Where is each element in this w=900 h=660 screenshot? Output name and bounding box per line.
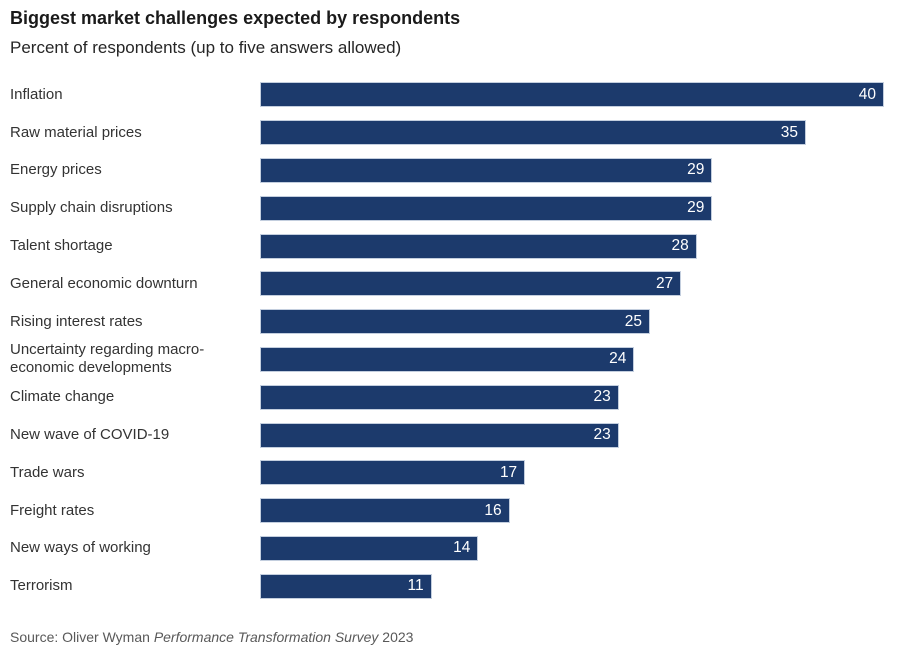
bar-chart: Inflation 40 Raw material prices 35 Energy p… (10, 76, 884, 605)
chart-row: Supply chain disruptions 29 (10, 189, 884, 227)
bar: 16 (260, 498, 510, 524)
bar-chart-rows: Inflation 40 Raw material prices 35 Energy p… (10, 76, 884, 605)
bar: 24 (260, 346, 635, 372)
bar: 25 (260, 309, 650, 335)
bar-track: 23 (260, 422, 884, 448)
chart-row: New ways of working 14 (10, 530, 884, 568)
category-label: Inflation (10, 85, 63, 103)
chart-subtitle: Percent of respondents (up to five answe… (10, 38, 402, 57)
value-label: 24 (609, 350, 627, 368)
value-label: 11 (407, 577, 424, 595)
value-label: 23 (593, 388, 611, 406)
bar: 23 (260, 384, 619, 410)
chart-row: Terrorism 11 (10, 567, 884, 605)
bar: 35 (260, 120, 806, 146)
source-survey-name: Performance Transformation Survey (153, 629, 379, 646)
chart-row: Energy prices 29 (10, 152, 884, 190)
chart-row: General economic downturn 27 (10, 265, 884, 303)
value-label: 29 (687, 199, 705, 217)
value-label: 28 (671, 237, 689, 255)
bar-track: 23 (260, 384, 884, 410)
bar-track: 29 (260, 157, 884, 183)
category-label: Raw material prices (10, 123, 142, 141)
bar-track: 16 (260, 498, 884, 524)
chart-row: Climate change 23 (10, 378, 884, 416)
chart-row: Raw material prices 35 (10, 114, 884, 152)
category-label: Energy prices (10, 161, 102, 179)
chart-row: Freight rates 16 (10, 492, 884, 530)
category-label: New ways of working (10, 539, 151, 557)
category-label: Supply chain disruptions (10, 199, 173, 217)
chart-row: Trade wars 17 (10, 454, 884, 492)
value-label: 23 (593, 426, 611, 444)
bar: 11 (260, 573, 432, 599)
value-label: 14 (453, 539, 471, 557)
page: Biggest market challenges expected by re… (0, 7, 900, 660)
bar-track: 35 (260, 120, 884, 146)
chart-title: Biggest market challenges expected by re… (10, 8, 461, 28)
bar-track: 14 (260, 535, 884, 561)
bar: 28 (260, 233, 697, 259)
bar: 29 (260, 157, 713, 183)
bar-track: 24 (260, 346, 884, 372)
chart-row: Talent shortage 28 (10, 227, 884, 265)
value-label: 35 (780, 123, 798, 141)
source-line: Source: Oliver Wyman Performance Transfo… (10, 629, 884, 645)
category-label: Terrorism (10, 577, 73, 595)
value-label: 29 (687, 161, 705, 179)
chart-row: Rising interest rates 25 (10, 303, 884, 341)
bar-track: 29 (260, 195, 884, 221)
value-label: 17 (499, 463, 518, 481)
category-label: Rising interest rates (10, 312, 143, 330)
value-label: 27 (655, 274, 674, 292)
value-label: 16 (484, 501, 502, 519)
category-label: Uncertainty regarding macro-economic dev… (10, 341, 205, 377)
bar-track: 11 (260, 573, 884, 599)
bar: 27 (260, 271, 682, 297)
bar: 40 (260, 82, 884, 108)
bar: 29 (260, 195, 713, 221)
chart-row: Uncertainty regarding macro-economic dev… (10, 341, 884, 379)
category-label: New wave of COVID-19 (10, 426, 170, 444)
value-label: 40 (858, 85, 876, 103)
source-prefix: Source: Oliver Wyman (10, 629, 154, 646)
bar-track: 27 (260, 271, 884, 297)
bar: 23 (260, 422, 619, 448)
bar: 14 (260, 535, 479, 561)
chart-row: Inflation 40 (10, 76, 884, 114)
category-label: Trade wars (10, 463, 85, 481)
value-label: 25 (624, 312, 642, 330)
bar-track: 28 (260, 233, 884, 259)
category-label: Freight rates (10, 501, 95, 519)
bar: 17 (260, 460, 526, 486)
source-suffix: 2023 (378, 629, 414, 646)
bar-track: 40 (260, 82, 884, 108)
bar-track: 25 (260, 309, 884, 335)
category-label: General economic downturn (10, 274, 198, 292)
chart-row: New wave of COVID-19 23 (10, 416, 884, 454)
category-label: Talent shortage (10, 237, 113, 255)
bar-track: 17 (260, 460, 884, 486)
category-label: Climate change (10, 388, 115, 406)
